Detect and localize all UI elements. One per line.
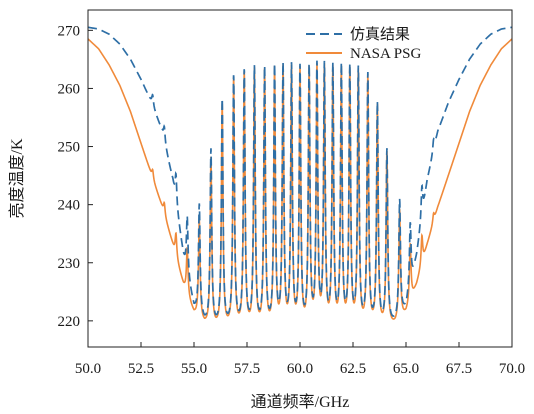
x-tick-label: 65.0 [393, 361, 419, 377]
y-tick-label: 250 [58, 140, 81, 156]
y-tick-label: 270 [58, 23, 81, 39]
series-layer [88, 26, 512, 320]
legend-label-psg: NASA PSG [350, 46, 421, 62]
y-axis-label: 亮度温度/K [8, 138, 26, 218]
x-axis-label: 通道频率/GHz [251, 393, 350, 411]
ticks-layer: 50.0 52.5 55.0 57.5 60.0 62.5 65.0 67.5 70.0 220 2… [58, 23, 526, 377]
x-tick-label: 57.5 [234, 361, 260, 377]
y-tick-label: 260 [58, 81, 81, 97]
y-tick-label: 230 [58, 256, 81, 272]
y-tick-label: 240 [58, 198, 81, 214]
y-tick-label: 220 [58, 314, 81, 330]
x-tick-label: 52.5 [128, 361, 154, 377]
x-tick-label: 70.0 [499, 361, 525, 377]
x-tick-label: 50.0 [75, 361, 101, 377]
series-line-sim [88, 26, 512, 317]
legend-label-sim: 仿真结果 [350, 25, 410, 43]
x-tick-label: 55.0 [181, 361, 207, 377]
legend: 仿真结果 NASA PSG [306, 25, 421, 62]
plot-frame [87, 9, 513, 348]
x-tick-label: 60.0 [287, 361, 313, 377]
x-tick-label: 67.5 [446, 361, 472, 377]
x-tick-label: 62.5 [340, 361, 366, 377]
